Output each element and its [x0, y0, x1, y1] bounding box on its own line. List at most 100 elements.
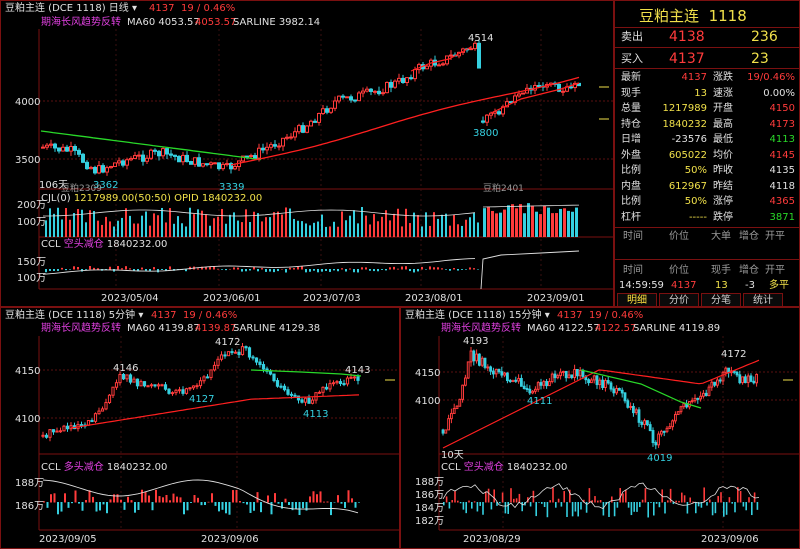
ccl-bar [453, 268, 455, 270]
candle-body [212, 364, 217, 371]
ccl-bar [313, 269, 315, 271]
candle-body [149, 149, 153, 159]
c5-change: 19 / 0.46% [183, 310, 238, 321]
ccl-bar [549, 500, 551, 503]
candle-body [328, 383, 332, 390]
candle-body [755, 373, 759, 384]
sell-price[interactable]: 4138 [669, 29, 705, 45]
candle-body [128, 374, 133, 383]
ccl-bar [61, 267, 63, 270]
main-xlabel-4: 2023/08/01 [405, 293, 463, 304]
c15-annot-4193: 4193 [463, 336, 489, 347]
volume-bar [173, 223, 175, 237]
candle-body [209, 369, 213, 379]
tab-price-dist[interactable]: 分价 [659, 293, 699, 307]
ccl-bar [373, 269, 375, 272]
quote-title: 豆粕主连 1118 [639, 7, 747, 25]
volume-bar [345, 220, 347, 237]
sub1-label[interactable]: CJL(0) 1217989.00(50:50) OPID 1840232.00 [41, 193, 263, 204]
candle-body [425, 65, 429, 70]
ccl-bar [245, 269, 247, 272]
volume-bar [543, 205, 546, 237]
ccl-bar [477, 269, 479, 270]
main-indicator-name[interactable]: 期海长风趋势反转 [41, 17, 121, 28]
tab-stats[interactable]: 统计 [743, 293, 783, 307]
ccl-bar [616, 502, 619, 508]
candle-body [275, 380, 280, 387]
tab-ticks[interactable]: 分笔 [701, 293, 741, 307]
ccl-bar [454, 491, 456, 503]
ccl-bar [591, 500, 593, 503]
volume-bar [65, 207, 67, 237]
ccl-bar [433, 267, 435, 270]
candle-body [707, 386, 711, 397]
candle-body [73, 146, 77, 151]
candle-body [317, 112, 321, 123]
ccl-bar [479, 502, 481, 506]
candle-body [317, 391, 322, 394]
candle-body [576, 368, 579, 377]
ccl-bar [81, 502, 84, 511]
main-annot-3800: 3800 [473, 128, 499, 139]
ccl-bar [349, 268, 351, 270]
ccl-bar [169, 266, 171, 270]
volume-bar [113, 226, 115, 237]
c15-subtick-186: 186万 [415, 490, 445, 501]
ccl-bar [706, 502, 708, 506]
candle-body [556, 375, 560, 379]
c15-annot-4019: 4019 [647, 453, 673, 464]
ccl-bar [449, 269, 451, 271]
candle-body [455, 405, 459, 410]
candle-body [550, 373, 554, 383]
ccl-bar [209, 266, 211, 270]
candle-body [536, 382, 540, 390]
tab-detail[interactable]: 明细 [617, 293, 657, 307]
candle-body [401, 77, 405, 84]
c15-sub-label[interactable]: CCL 空头减仓 1840232.00 [441, 462, 568, 473]
candle-body [450, 412, 453, 420]
volume-bar [265, 217, 267, 237]
c5-sub-label[interactable]: CCL 多头减仓 1840232.00 [41, 462, 168, 473]
ccl-bar [365, 267, 367, 270]
c5-indicator-name[interactable]: 期海长风趋势反转 [41, 323, 121, 334]
candle-body [321, 386, 325, 393]
volume-bar [105, 216, 107, 237]
quote-row: 日增 -23576 最低 4113 [621, 134, 795, 145]
ma60-line [442, 359, 760, 449]
candle-body [129, 158, 133, 161]
candle-body [341, 95, 345, 98]
buy-price[interactable]: 4137 [669, 51, 705, 67]
chart-5min-panel[interactable]: 豆粕主连 (DCE 1118) 5分钟 ▾ 4137 19 / 0.46% 期海… [0, 307, 400, 549]
candle-body [114, 382, 119, 388]
ccl-bar [658, 502, 661, 508]
candle-body [307, 397, 311, 404]
ccl-bar [541, 502, 543, 504]
c15-sar-label: SARLINE 4119.89 [633, 323, 721, 334]
volume-bar [257, 213, 259, 237]
main-chart-panel[interactable]: 豆粕主连 (DCE 1118) 日线 ▾ 4137 19 / 0.46% 期海长… [0, 0, 614, 307]
candle-body [349, 96, 353, 101]
c15-indicator-name[interactable]: 期海长风趋势反转 [441, 323, 521, 334]
ccl-bar [149, 269, 151, 272]
ccl-bar [714, 502, 717, 514]
ccl-bar [689, 497, 691, 503]
volume-bar [385, 210, 387, 237]
candle-body [744, 376, 747, 384]
candle-body [61, 146, 65, 152]
ccl-bar [381, 269, 383, 270]
volume-bar [453, 214, 455, 237]
candle-body [268, 370, 273, 375]
candle-body [629, 405, 632, 408]
ccl-bar [129, 268, 131, 270]
ccl-bar [686, 502, 689, 514]
ccl-bar [341, 268, 343, 270]
quote-row: 比例 50% 昨收 4135 [621, 165, 795, 176]
volume-bar [531, 205, 534, 237]
candle-body [385, 81, 389, 94]
candle-body [58, 430, 63, 433]
chart-15min-panel[interactable]: 豆粕主连 (DCE 1118) 15分钟 ▾ 4137 19 / 0.46% 期… [400, 307, 800, 549]
sub2-label[interactable]: CCL 空头减仓 1840232.00 [41, 239, 168, 250]
ccl-bar [162, 497, 164, 503]
ccl-bar [653, 502, 655, 516]
volume-bar [137, 223, 139, 237]
